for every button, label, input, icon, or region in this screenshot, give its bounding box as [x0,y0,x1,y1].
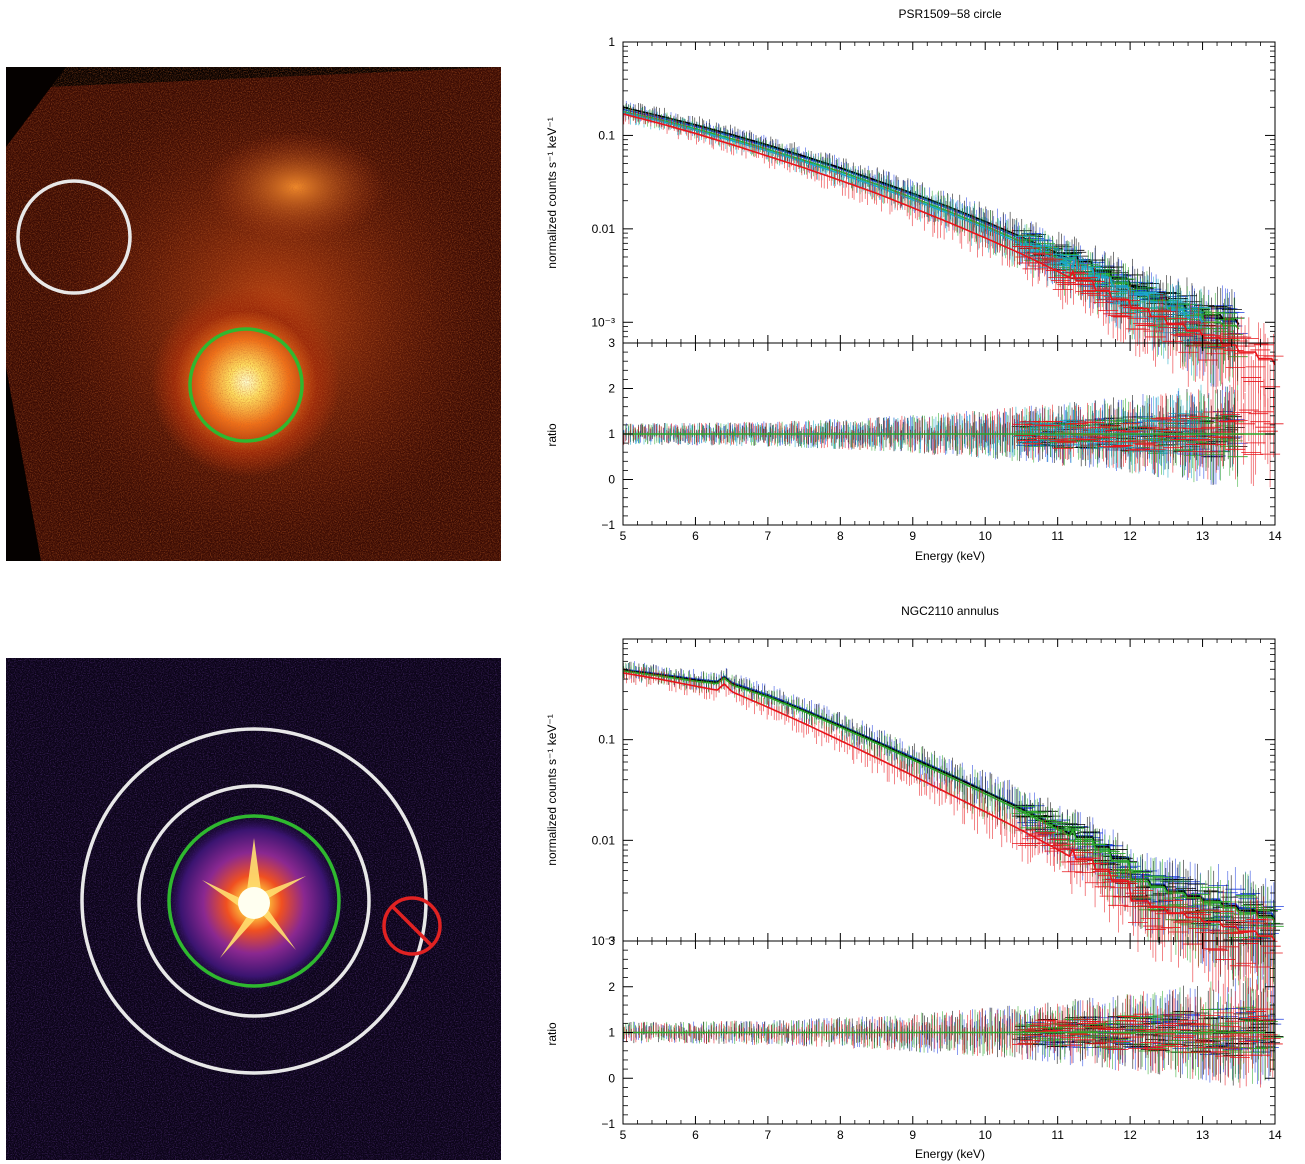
x-tick-label: 14 [1268,529,1282,543]
x-tick-label: 9 [909,529,916,543]
x-tick-label: 11 [1051,529,1064,543]
y-tick-label: 2 [608,382,615,396]
x-tick-label: 9 [909,1128,916,1142]
upper-plot-frame [622,41,1276,344]
upper-y-ticks: 0.1 0.01 10⁻³ [591,643,1275,948]
model-line [622,111,1204,325]
data-layer [622,100,1284,488]
y-tick-label: 0.1 [598,128,615,142]
y-tick-label: 10⁻³ [591,934,615,948]
ngc2110-xray-image [6,658,501,1160]
x-tick-label: 6 [692,529,699,543]
x-ticks: 5 6 7 8 9 10 11 12 13 14 [620,42,1282,543]
y-tick-label: 1 [608,35,615,49]
background-region-circle [16,179,132,295]
y-tick-label: 3 [608,336,615,350]
y-tick-label: −1 [601,1117,615,1131]
x-tick-label: 13 [1196,529,1210,543]
lower-y-axis-label: ratio [545,423,559,447]
chart-title: PSR1509−58 circle [898,7,1001,21]
source-region-circle [167,814,341,988]
x-tick-label: 14 [1268,1128,1282,1142]
y-tick-label: 1 [608,1026,615,1040]
y-tick-label: 10⁻³ [591,315,615,329]
x-tick-label: 8 [837,1128,844,1142]
upper-y-axis-label: normalized counts s⁻¹ keV⁻¹ [545,714,559,865]
psr-xray-image [6,67,501,561]
x-tick-label: 12 [1123,1128,1137,1142]
x-tick-label: 12 [1123,529,1137,543]
y-tick-label: 3 [608,934,615,948]
x-tick-label: 13 [1196,1128,1210,1142]
upper-y-ticks: 1 0.1 0.01 10⁻³ [591,35,1275,344]
x-tick-label: 5 [620,529,627,543]
x-tick-label: 10 [979,529,993,543]
lower-y-ticks: −1 0 1 2 3 [601,934,1275,1131]
series-2 [622,661,1284,1086]
y-tick-label: 0.1 [598,733,615,747]
y-tick-label: 0.01 [592,222,616,236]
excluded-region-circle [382,896,442,956]
x-tick-label: 8 [837,529,844,543]
model-line [622,113,1276,366]
x-axis-label: Energy (keV) [915,1147,985,1161]
y-tick-label: −1 [601,518,615,532]
series-5 [622,107,1284,488]
upper-y-axis-label: normalized counts s⁻¹ keV⁻¹ [545,117,559,268]
source-region-circle [188,327,304,443]
data-layer [622,661,1284,1088]
lower-y-ticks: −1 0 1 2 3 [601,336,1275,532]
y-tick-label: 1 [608,427,615,441]
y-tick-label: 0 [608,473,615,487]
y-tick-label: 0 [608,1071,615,1085]
model-line [622,670,1276,923]
y-tick-label: 2 [608,980,615,994]
psr1509-spectrum-chart: PSR1509−58 circle normalized counts s⁻¹ … [545,7,1284,563]
x-tick-label: 10 [979,1128,993,1142]
series-4 [622,667,1283,1088]
x-tick-label: 5 [620,1128,627,1142]
x-tick-label: 7 [765,1128,772,1142]
x-axis-label: Energy (keV) [915,549,985,563]
x-tick-label: 7 [765,529,772,543]
model-line [622,106,1240,325]
ngc2110-spectrum-chart: NGC2110 annulus normalized counts s⁻¹ ke… [545,604,1284,1161]
lower-y-axis-label: ratio [545,1022,559,1046]
x-ticks: 5 6 7 8 9 10 11 12 13 14 [620,639,1282,1142]
model-line [622,672,1276,942]
x-tick-label: 6 [692,1128,699,1142]
chart-title: NGC2110 annulus [901,604,999,618]
x-tick-label: 11 [1051,1128,1064,1142]
y-tick-label: 0.01 [592,833,616,847]
